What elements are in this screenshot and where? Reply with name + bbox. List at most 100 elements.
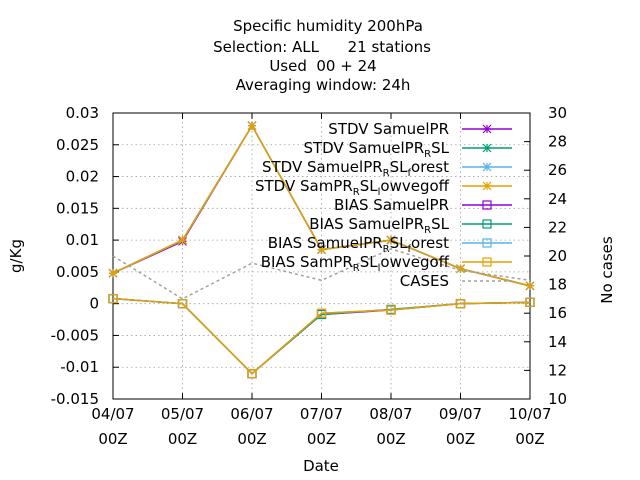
x-tick-label: 00Z <box>168 430 197 448</box>
marker-stroke <box>482 181 492 191</box>
data-point <box>108 293 118 304</box>
series-line <box>112 297 531 375</box>
series-4 <box>108 121 535 291</box>
y-tick-label: -0.01 <box>60 358 99 376</box>
legend-entry: STDV SamuelPRRSLforest <box>262 158 512 179</box>
legend-marker <box>482 162 492 172</box>
data-point <box>386 235 396 245</box>
data-point <box>247 368 257 379</box>
y2-tick-label: 12 <box>548 361 567 379</box>
y-tick-label: -0.015 <box>51 390 99 408</box>
axes: 0.03 0.025 0.02 0.015 0.01 0.005 0 -0.005 -0.01 -… <box>51 104 567 448</box>
legend-entry: STDV SamPRRSLlowvegoff <box>255 177 512 198</box>
marker-stroke <box>456 264 465 274</box>
y2-tick-label: 14 <box>548 333 567 351</box>
data-point <box>247 121 257 131</box>
y-tick-label: 0.03 <box>66 104 99 122</box>
y2-tick-label: 30 <box>548 104 567 122</box>
x-tick-label: 00Z <box>376 430 405 448</box>
marker-stroke <box>482 143 492 153</box>
chart-title: Specific humidity 200hPa Selection: ALL … <box>213 17 431 94</box>
legend-label: STDV SamuelPRRSL <box>303 139 449 160</box>
marker-stroke <box>482 124 492 134</box>
data-point <box>456 264 465 274</box>
x-tick-label: 05/07 <box>161 405 204 423</box>
legend-entry: STDV SamuelPRRSL <box>303 139 512 160</box>
x-tick-label: 00Z <box>307 430 336 448</box>
legend-marker <box>482 219 492 229</box>
legend-entry: BIAS SamuelPR <box>334 196 512 214</box>
x-tick-label: 04/07 <box>91 405 134 423</box>
marker-stroke <box>525 281 535 291</box>
legend-label: STDV SamuelPR <box>328 120 449 138</box>
data-point <box>317 245 326 255</box>
legend-label: CASES <box>400 272 449 290</box>
x-tick-label: 00Z <box>446 430 475 448</box>
legend-label: BIAS SamuelPR <box>334 196 449 214</box>
x-tick-label: 09/07 <box>439 405 482 423</box>
y2-tick-label: 20 <box>548 247 567 265</box>
y-tick-label: 0 <box>89 295 99 313</box>
y2-tick-label: 16 <box>548 304 567 322</box>
data-point <box>108 268 118 278</box>
title-line-2: Selection: ALL 21 stations <box>213 38 431 56</box>
series-line <box>112 297 531 375</box>
y2-tick-label: 10 <box>548 390 567 408</box>
data-point <box>177 299 188 309</box>
y-tick-label: 0.025 <box>56 136 99 154</box>
legend-marker <box>482 143 492 153</box>
x-tick-label: 00Z <box>515 430 544 448</box>
legend-marker <box>482 200 492 210</box>
x-tick-label: 07/07 <box>300 405 343 423</box>
x-tick-label: 00Z <box>98 430 127 448</box>
marker-stroke <box>482 162 492 172</box>
title-line-3: Used 00 + 24 <box>269 57 376 75</box>
data-point <box>178 235 187 245</box>
x-tick-label: 06/07 <box>230 405 273 423</box>
data-point <box>316 308 327 318</box>
y-axis-label: g/Kg <box>7 239 25 273</box>
title-line-1: Specific humidity 200hPa <box>233 17 423 35</box>
data-point <box>386 305 396 315</box>
legend-entry: BIAS SamPRRSLlowvegoff <box>261 253 512 274</box>
legend-entry: BIAS SamuelPRRSLforest <box>268 234 512 255</box>
y-tick-label: -0.005 <box>51 326 99 344</box>
series-lines <box>108 121 535 379</box>
x-tick-label: 00Z <box>237 430 266 448</box>
y-tick-label: 0.01 <box>66 231 99 249</box>
y2-tick-label: 22 <box>548 218 567 236</box>
x-tick-label: 10/07 <box>508 405 551 423</box>
y-tick-label: 0.015 <box>56 199 99 217</box>
legend-marker <box>482 181 492 191</box>
legend-label: BIAS SamuelPRRSLforest <box>268 234 449 255</box>
series-line <box>112 297 531 375</box>
x-axis-label: Date <box>303 457 339 475</box>
marker-stroke <box>386 235 396 245</box>
series-9 <box>112 248 531 300</box>
y2-tick-label: 18 <box>548 276 567 294</box>
legend-marker <box>482 257 492 267</box>
data-point <box>525 281 535 291</box>
marker-stroke <box>108 268 118 278</box>
legend-label: BIAS SamPRRSLlowvegoff <box>261 253 450 274</box>
legend-marker <box>482 238 492 248</box>
title-line-4: Averaging window: 24h <box>236 76 411 94</box>
x-tick-label: 08/07 <box>369 405 412 423</box>
legend-marker <box>482 124 492 134</box>
series-line <box>112 248 531 300</box>
legend-label: STDV SamPRRSLlowvegoff <box>255 177 450 198</box>
y-tick-label: 0.02 <box>66 168 99 186</box>
marker-stroke <box>247 121 257 131</box>
y2-axis-label: No cases <box>598 236 616 304</box>
legend-label: STDV SamuelPRRSLforest <box>262 158 449 179</box>
data-point <box>525 297 535 307</box>
y-tick-label: 0.005 <box>56 263 99 281</box>
legend-entry: STDV SamuelPR <box>328 120 512 138</box>
series-8 <box>108 293 535 379</box>
y2-tick-label: 28 <box>548 133 567 151</box>
marker-stroke <box>317 245 326 255</box>
y2-tick-label: 24 <box>548 190 567 208</box>
legend-entry: CASES <box>400 272 512 290</box>
